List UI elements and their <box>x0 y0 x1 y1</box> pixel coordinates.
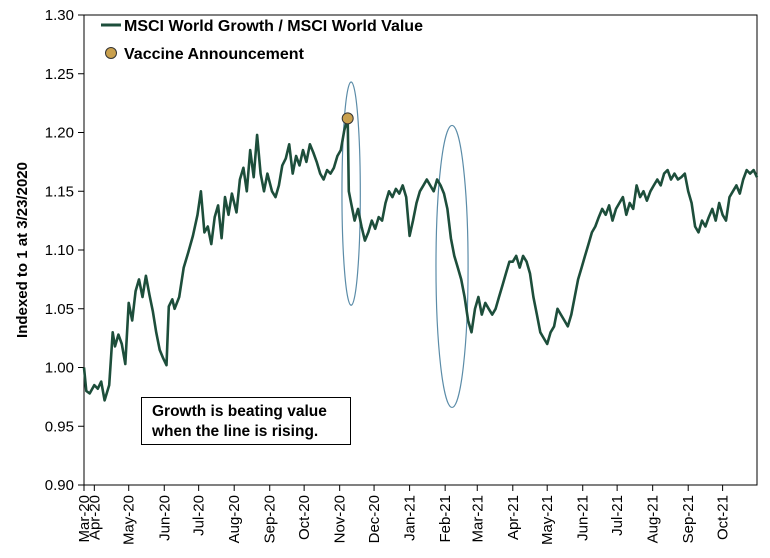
x-tick-label: May-21 <box>539 495 556 545</box>
x-tick-label: Oct-20 <box>296 495 313 540</box>
vaccine-marker <box>341 112 354 125</box>
x-tick-label: Jun-21 <box>575 495 592 541</box>
x-tick-label: Sep-21 <box>680 495 697 543</box>
y-tick-label: 0.95 <box>45 418 74 435</box>
x-tick-label: Dec-20 <box>366 495 383 543</box>
y-axis-label: Indexed to 1 at 3/23/2020 <box>14 162 31 338</box>
x-tick-label: Jun-20 <box>156 495 173 541</box>
y-tick-label: 1.00 <box>45 360 74 377</box>
y-tick-labels: 0.90 0.95 1.00 1.05 1.10 1.15 1.20 1.25 1.30 <box>45 7 84 494</box>
x-tick-label: Apr-20 <box>86 495 103 540</box>
legend: MSCI World Growth / MSCI World Value Vac… <box>101 18 423 63</box>
y-tick-label: 1.10 <box>45 242 74 259</box>
legend-label-series: MSCI World Growth / MSCI World Value <box>124 18 423 35</box>
x-tick-label: Mar-20 <box>76 495 93 543</box>
legend-label-vaccine: Vaccine Announcement <box>124 46 305 63</box>
y-tick-label: 1.20 <box>45 125 74 142</box>
note-line-1: Growth is beating value <box>152 403 327 420</box>
highlight-ellipses <box>341 81 469 409</box>
note-line-2: when the line is rising. <box>152 423 319 440</box>
highlight-ellipse <box>435 124 469 409</box>
y-tick-label: 1.30 <box>45 7 74 24</box>
y-tick-label: 1.05 <box>45 301 74 318</box>
x-tick-label: Aug-20 <box>226 495 243 543</box>
y-tick-label: 1.15 <box>45 183 74 200</box>
x-tick-label: Nov-20 <box>332 495 349 543</box>
x-tick-label: Jul-20 <box>191 495 208 536</box>
legend-marker-swatch <box>105 47 117 59</box>
x-tick-label: Aug-21 <box>645 495 662 543</box>
x-tick-label: Jan-21 <box>402 495 419 541</box>
x-tick-label: Jul-21 <box>609 495 626 536</box>
x-tick-label: May-20 <box>121 495 138 545</box>
x-tick-label: Mar-21 <box>469 495 486 543</box>
highlight-ellipse <box>341 81 361 306</box>
x-tick-label: Oct-21 <box>715 495 732 540</box>
series-line-growth-value <box>82 117 759 402</box>
x-tick-label: Sep-20 <box>262 495 279 543</box>
x-tick-label: Feb-21 <box>437 495 454 543</box>
y-tick-label: 0.90 <box>45 477 74 494</box>
annotation-note-box: Growth is beating value when the line is… <box>141 397 351 445</box>
annotation-markers <box>341 112 354 125</box>
x-tick-label: Apr-21 <box>505 495 522 540</box>
y-tick-label: 1.25 <box>45 66 74 83</box>
